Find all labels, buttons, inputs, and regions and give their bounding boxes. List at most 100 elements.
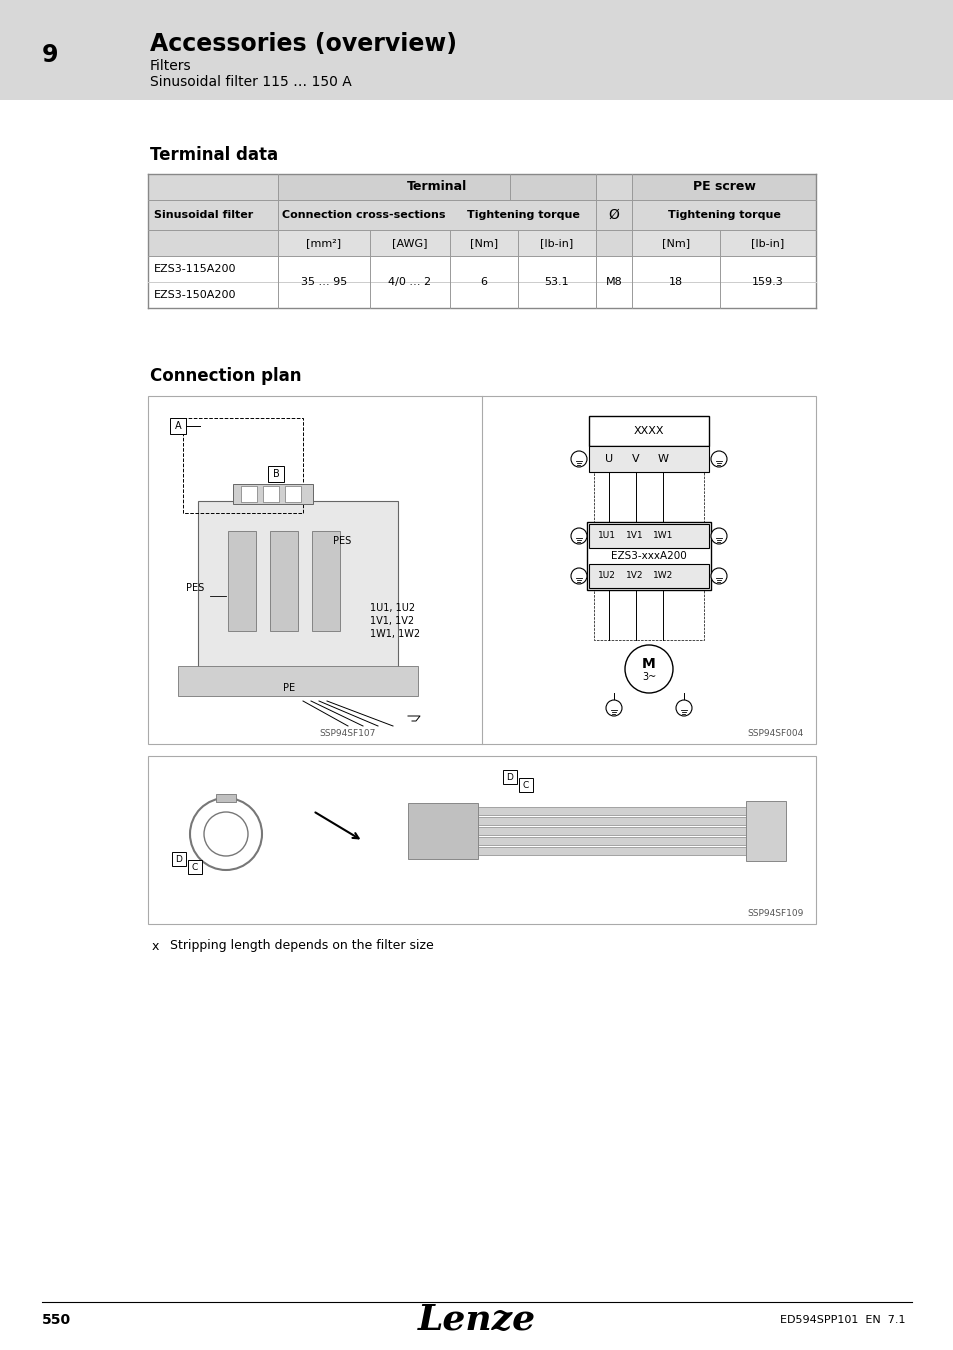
Bar [228, 531, 255, 630]
Text: U: U [604, 454, 613, 464]
Text: Sinusoidal filter: Sinusoidal filter [153, 211, 253, 220]
Text: Terminal: Terminal [406, 181, 467, 193]
Bar [586, 522, 710, 590]
Bar [468, 837, 765, 845]
Text: Tightening torque: Tightening torque [466, 211, 578, 220]
Text: Ø: Ø [608, 208, 618, 221]
Text: [Nm]: [Nm] [470, 238, 497, 248]
Text: 9: 9 [42, 43, 58, 68]
Circle shape [676, 701, 691, 716]
Circle shape [571, 451, 586, 467]
Bar [241, 486, 256, 502]
Text: [lb-in]: [lb-in] [539, 238, 573, 248]
Text: 1U2: 1U2 [598, 571, 616, 580]
Bar [468, 807, 765, 815]
Bar [268, 466, 284, 482]
Text: 35 … 95: 35 … 95 [300, 277, 347, 288]
Bar [518, 778, 533, 792]
Text: C: C [192, 863, 198, 872]
Text: Sinusoidal filter 115 … 150 A: Sinusoidal filter 115 … 150 A [150, 76, 352, 89]
Text: Stripping length depends on the filter size: Stripping length depends on the filter s… [170, 940, 434, 953]
Text: 4/0 … 2: 4/0 … 2 [388, 277, 431, 288]
Bar [148, 756, 815, 923]
Bar [148, 174, 277, 256]
Text: PE screw: PE screw [692, 181, 755, 193]
Bar [312, 531, 339, 630]
Text: PES: PES [186, 583, 204, 593]
Bar [588, 524, 708, 548]
Text: SSP94SF004: SSP94SF004 [747, 729, 803, 738]
Text: 159.3: 159.3 [751, 277, 783, 288]
Text: M8: M8 [605, 277, 621, 288]
Text: PE: PE [283, 683, 294, 693]
Bar [588, 446, 708, 472]
Bar [468, 846, 765, 855]
Bar [263, 486, 278, 502]
Text: [lb-in]: [lb-in] [751, 238, 783, 248]
Text: EZS3-115A200: EZS3-115A200 [153, 265, 236, 274]
Bar [588, 564, 708, 589]
Text: PES: PES [333, 536, 351, 545]
Bar [468, 828, 765, 836]
Text: 1W2: 1W2 [652, 571, 673, 580]
Text: 18: 18 [668, 277, 682, 288]
Circle shape [710, 451, 726, 467]
Text: [mm²]: [mm²] [306, 238, 341, 248]
Circle shape [605, 701, 621, 716]
Text: 1U1, 1U2: 1U1, 1U2 [370, 603, 415, 613]
Bar [170, 418, 186, 433]
Text: 1V1: 1V1 [625, 532, 643, 540]
Text: Filters: Filters [150, 59, 192, 73]
Text: ED594SPP101  EN  7.1: ED594SPP101 EN 7.1 [780, 1315, 904, 1324]
Text: 53.1: 53.1 [544, 277, 569, 288]
Text: D: D [175, 855, 182, 864]
Text: [AWG]: [AWG] [392, 238, 427, 248]
Text: EZS3-150A200: EZS3-150A200 [153, 290, 236, 300]
Text: 1W1: 1W1 [652, 532, 673, 540]
Circle shape [710, 568, 726, 585]
Text: x: x [152, 940, 159, 953]
Text: [Nm]: [Nm] [661, 238, 689, 248]
Bar [270, 531, 297, 630]
Text: 1V2: 1V2 [625, 571, 643, 580]
Bar [596, 174, 631, 256]
Text: SSP94SF107: SSP94SF107 [319, 729, 375, 738]
Text: M: M [641, 657, 655, 671]
Bar [178, 666, 417, 697]
Circle shape [571, 568, 586, 585]
Bar [233, 485, 313, 504]
Text: 3~: 3~ [641, 672, 656, 682]
Bar [745, 801, 785, 861]
Bar [468, 817, 765, 825]
Text: W: W [657, 454, 668, 464]
Bar [172, 852, 186, 865]
Bar [0, 0, 953, 100]
Bar [148, 256, 815, 308]
Text: Accessories (overview): Accessories (overview) [150, 32, 456, 55]
Bar [408, 803, 477, 859]
Bar [502, 769, 517, 784]
Bar [594, 590, 703, 640]
Circle shape [624, 645, 672, 693]
Bar [148, 200, 815, 230]
Text: B: B [273, 468, 279, 479]
Bar [198, 501, 397, 691]
Bar [148, 174, 815, 200]
Text: D: D [506, 772, 513, 782]
Text: C: C [522, 780, 529, 790]
Bar [148, 230, 815, 256]
Text: Lenze: Lenze [417, 1303, 536, 1336]
Text: Tightening torque: Tightening torque [667, 211, 780, 220]
Text: EZS3-xxxA200: EZS3-xxxA200 [611, 551, 686, 562]
Text: Connection cross-sections: Connection cross-sections [282, 211, 445, 220]
Text: 1U1: 1U1 [598, 532, 616, 540]
Bar [594, 472, 703, 522]
Text: V: V [632, 454, 639, 464]
Bar [183, 418, 303, 513]
Bar [588, 416, 708, 446]
Text: 6: 6 [480, 277, 487, 288]
Text: 1V1, 1V2: 1V1, 1V2 [370, 616, 414, 626]
Text: 1W1, 1W2: 1W1, 1W2 [370, 629, 419, 639]
Circle shape [571, 528, 586, 544]
Text: Terminal data: Terminal data [150, 146, 278, 163]
